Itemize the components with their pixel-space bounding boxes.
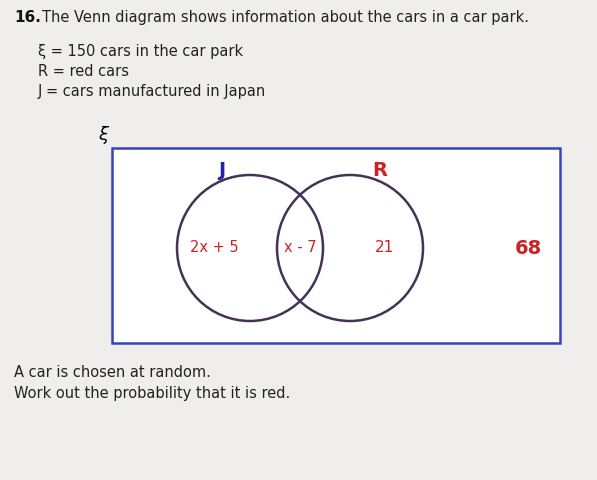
Text: The Venn diagram shows information about the cars in a car park.: The Venn diagram shows information about… (42, 10, 529, 25)
Text: 16.: 16. (14, 10, 41, 25)
Text: R = red cars: R = red cars (38, 64, 129, 79)
Text: ξ = 150 cars in the car park: ξ = 150 cars in the car park (38, 44, 243, 59)
Text: 2x + 5: 2x + 5 (190, 240, 238, 255)
Text: J: J (219, 161, 226, 180)
Text: 68: 68 (515, 239, 541, 257)
Text: 21: 21 (374, 240, 393, 255)
Text: A car is chosen at random.: A car is chosen at random. (14, 365, 211, 380)
Text: Work out the probability that it is red.: Work out the probability that it is red. (14, 386, 290, 401)
Text: x - 7: x - 7 (284, 240, 316, 255)
Text: R: R (373, 161, 387, 180)
Text: J = cars manufactured in Japan: J = cars manufactured in Japan (38, 84, 266, 99)
Bar (112, 148, 560, 343)
Text: ξ: ξ (98, 126, 108, 144)
